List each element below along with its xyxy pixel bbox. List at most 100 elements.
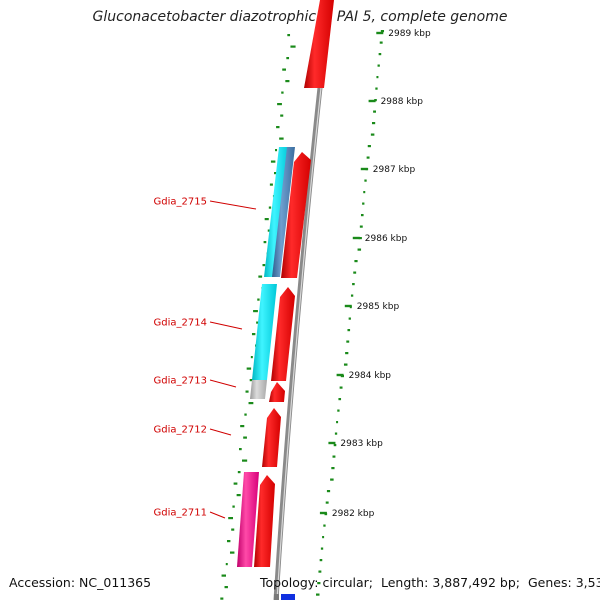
- gene-feature[interactable]: [271, 287, 295, 381]
- gc-dash: [352, 283, 355, 286]
- tick-label: 2983 kbp: [340, 439, 383, 449]
- gc-dash: [248, 402, 254, 405]
- gc-dash: [318, 570, 322, 573]
- gc-dash: [228, 517, 234, 520]
- gc-dash: [225, 563, 228, 566]
- tick-label: 2988 kbp: [381, 97, 424, 107]
- gene-feature[interactable]: [269, 382, 285, 402]
- gc-dash: [330, 478, 334, 481]
- gc-dash: [345, 352, 349, 355]
- gc-dash: [268, 206, 272, 209]
- gc-dash: [373, 110, 377, 113]
- gc-dash: [287, 34, 291, 37]
- gene-feature[interactable]: [304, 0, 334, 88]
- gc-dash: [333, 444, 337, 447]
- gene-labels: Gdia_2715 Gdia_2714 Gdia_2713 Gdia_2712 Gdia…: [154, 197, 257, 519]
- gc-dash: [339, 386, 343, 389]
- gc-dash: [357, 248, 362, 251]
- gene-feature[interactable]: [262, 408, 281, 467]
- gc-dash: [343, 363, 348, 366]
- gc-dash: [244, 413, 247, 416]
- gc-dash: [277, 103, 282, 106]
- gc-dash: [322, 536, 325, 539]
- gc-dash: [282, 68, 286, 71]
- gc-dash: [363, 191, 366, 194]
- gc-dash: [246, 367, 252, 370]
- length-value: 3,887,492 bp;: [432, 575, 520, 590]
- tick-mark: [328, 441, 336, 445]
- gc-dash: [274, 172, 278, 175]
- tick-mark: [360, 167, 368, 171]
- gene-feature[interactable]: [264, 147, 289, 277]
- gc-dash: [286, 57, 290, 60]
- gc-dash: [233, 482, 238, 485]
- gc-dash: [239, 448, 242, 451]
- gc-dash: [323, 524, 326, 527]
- gc-dash: [367, 145, 371, 148]
- gc-dash: [350, 294, 354, 297]
- gc-dash: [258, 275, 263, 278]
- topology-value: circular;: [322, 575, 374, 590]
- length-label: Length:: [380, 575, 429, 590]
- gc-dash: [220, 597, 224, 600]
- gc-dash: [378, 53, 382, 56]
- gene-feature[interactable]: [281, 152, 311, 278]
- gc-dash: [240, 425, 245, 428]
- gc-dash: [332, 455, 336, 458]
- gc-dash: [276, 126, 280, 129]
- map-title: Gluconacetobacter diazotrophicus PAI 5, …: [92, 9, 508, 25]
- gc-dash: [269, 183, 273, 186]
- gc-dash: [249, 379, 254, 382]
- gc-dash: [336, 421, 339, 424]
- tick-label: 2987 kbp: [373, 165, 416, 175]
- gc-dash: [221, 574, 226, 577]
- gc-dash: [231, 528, 235, 531]
- tick-mark: [376, 31, 384, 35]
- gene-feature[interactable]: [250, 380, 267, 399]
- gc-dash: [275, 149, 278, 152]
- gc-dash: [326, 490, 331, 493]
- gc-dash: [353, 271, 357, 274]
- gc-dash: [263, 241, 267, 244]
- gc-dash: [347, 329, 351, 332]
- tick-label: 2989 kbp: [388, 29, 431, 39]
- gene-feature[interactable]: [274, 594, 279, 600]
- gc-dash: [338, 398, 342, 401]
- gc-dash: [360, 214, 364, 217]
- gene-feature[interactable]: [272, 147, 295, 277]
- gene-label-leader: [209, 379, 237, 388]
- gc-dash: [224, 586, 228, 589]
- gc-dash: [257, 298, 260, 301]
- gc-dash: [279, 137, 284, 140]
- accession-info: Accession: NC_011365: [9, 575, 151, 590]
- gc-dash: [325, 501, 329, 504]
- gc-dash: [371, 122, 376, 125]
- gc-dash: [262, 264, 266, 267]
- gc-dash: [232, 505, 235, 508]
- gene-feature[interactable]: [254, 475, 275, 567]
- gene-feature[interactable]: [252, 284, 277, 380]
- gene-label: Gdia_2711: [154, 508, 207, 519]
- genome-stats: Topology: circular; Length: 3,887,492 bp; …: [260, 575, 600, 590]
- gc-dash: [251, 333, 256, 336]
- gc-dash: [370, 133, 375, 136]
- tick-mark: [344, 304, 352, 308]
- gene-label: Gdia_2715: [154, 197, 207, 208]
- gc-dash: [237, 471, 241, 474]
- topology-label: Topology:: [260, 575, 319, 590]
- tick-label: 2985 kbp: [357, 302, 400, 312]
- gc-dash: [376, 76, 379, 79]
- gene-label-leader: [209, 200, 257, 210]
- gene-label-leader: [209, 321, 243, 330]
- gc-dash: [316, 593, 320, 596]
- gene-feature[interactable]: [281, 594, 295, 600]
- genes-label: Genes:: [527, 575, 572, 590]
- gc-dash: [346, 340, 350, 343]
- tick-label: 2982 kbp: [332, 509, 375, 519]
- gc-dash: [285, 80, 290, 83]
- gc-dash: [366, 156, 370, 159]
- gc-dash: [359, 225, 363, 228]
- gc-dash: [242, 459, 248, 462]
- gene-feature[interactable]: [237, 472, 259, 567]
